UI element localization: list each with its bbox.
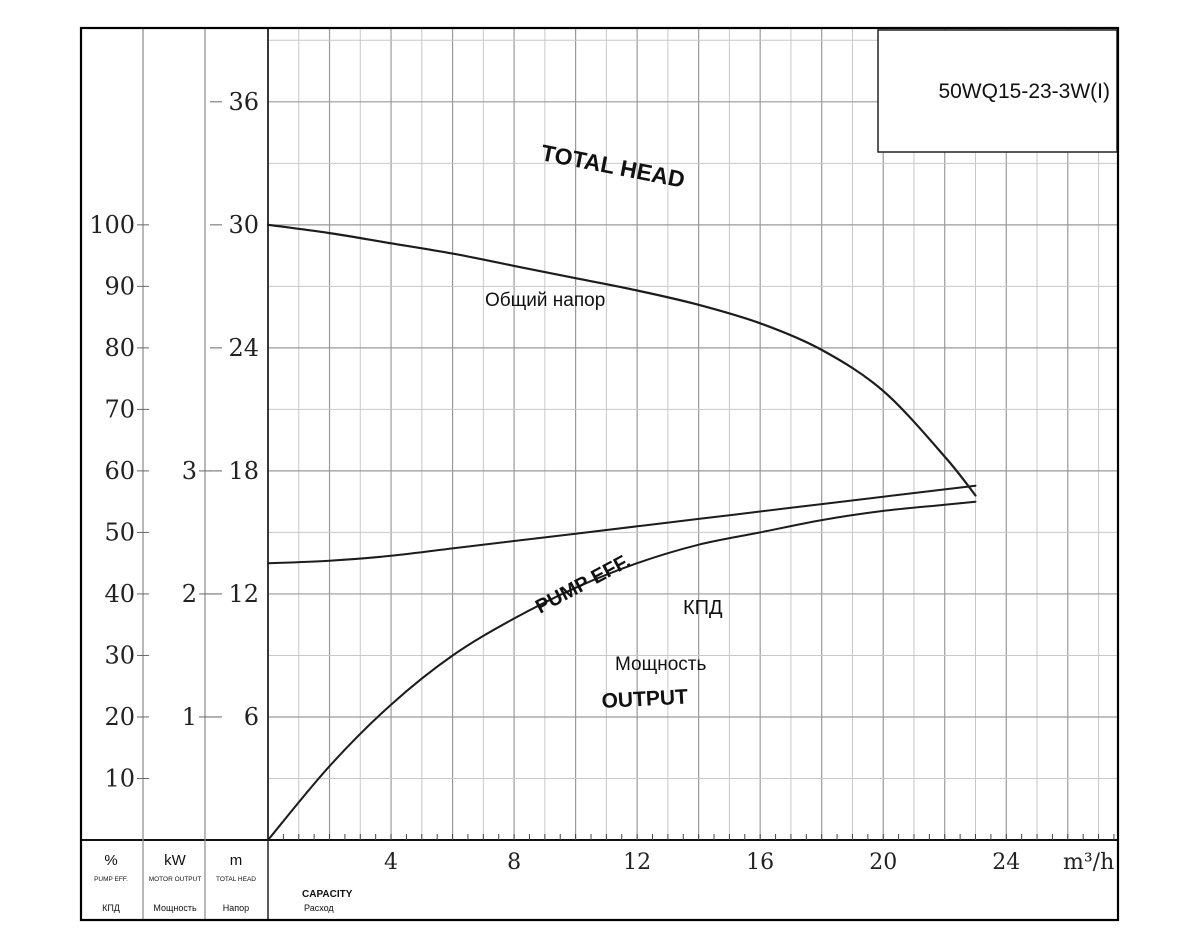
- total-head-curve: [266, 223, 977, 497]
- efficiency-tick-label: 70: [104, 395, 135, 423]
- efficiency-tick-label: 10: [104, 764, 135, 792]
- eff-caption-en: PUMP EFF.: [94, 876, 128, 883]
- x-axis-ticks: 4 8 12 16 20 24: [384, 850, 1020, 875]
- axis-columns: [142, 28, 269, 920]
- efficiency-tick-label: 80: [104, 334, 135, 362]
- head-tick-label: 24: [228, 334, 259, 362]
- x-tick-label: 20: [869, 850, 897, 875]
- total-head-label-ru: Общий напор: [485, 290, 605, 311]
- efficiency-tick-label: 40: [104, 580, 135, 608]
- power-tick-label: 1: [182, 703, 197, 731]
- capacity-label-ru: Расход: [304, 903, 334, 913]
- efficiency-tick-label: 90: [104, 272, 135, 300]
- model-label: 50WQ15-23-3W(I): [938, 80, 1110, 103]
- efficiency-tick-label: 20: [104, 703, 135, 731]
- pump-eff-curve: [267, 500, 977, 841]
- output-label: OUTPUT: [601, 685, 689, 712]
- efficiency-tick-label: 60: [104, 457, 135, 485]
- head-unit: m: [230, 852, 243, 869]
- efficiency-tick-label: 30: [104, 641, 135, 669]
- grid: [81, 28, 1118, 841]
- head-tick-label: 6: [244, 703, 259, 731]
- x-tick-label: 12: [623, 850, 651, 875]
- head-axis-ticks: 6 12 18 24 30 36: [210, 88, 259, 731]
- efficiency-axis-ticks: 10 20 30 40 50 60 70 80 90 100: [89, 211, 149, 792]
- power-caption-en: MOTOR OUTPUT: [149, 876, 202, 883]
- efficiency-tick-label: 50: [104, 518, 135, 546]
- power-axis-ticks: 1 2 3: [182, 457, 211, 731]
- power-tick-label: 3: [182, 457, 197, 485]
- output-curve: [267, 484, 977, 565]
- head-caption-ru: Напор: [223, 903, 249, 913]
- power-unit: kW: [164, 852, 187, 869]
- chart-frame: [79, 26, 1120, 922]
- output-label-ru: Мощность: [615, 654, 707, 675]
- x-tick-label: 24: [992, 850, 1020, 875]
- pump-eff-label-ru: КПД: [683, 597, 723, 619]
- eff-unit: %: [104, 852, 117, 869]
- x-tick-label: 4: [384, 850, 398, 875]
- power-tick-label: 2: [182, 580, 197, 608]
- power-caption-ru: Мощность: [153, 903, 197, 913]
- x-unit-label: m³/h: [1063, 850, 1114, 875]
- head-tick-label: 30: [228, 211, 259, 239]
- x-tick-label: 8: [507, 850, 521, 875]
- model-box: [877, 29, 1118, 153]
- head-caption-en: TOTAL HEAD: [216, 876, 256, 883]
- eff-caption-ru: КПД: [102, 903, 120, 913]
- head-tick-label: 12: [228, 580, 259, 608]
- capacity-label: CAPACITY: [302, 889, 353, 900]
- efficiency-tick-label: 100: [89, 211, 135, 239]
- x-tick-label: 16: [746, 850, 774, 875]
- head-tick-label: 36: [228, 88, 259, 116]
- curves: [266, 223, 977, 841]
- head-tick-label: 18: [228, 457, 259, 485]
